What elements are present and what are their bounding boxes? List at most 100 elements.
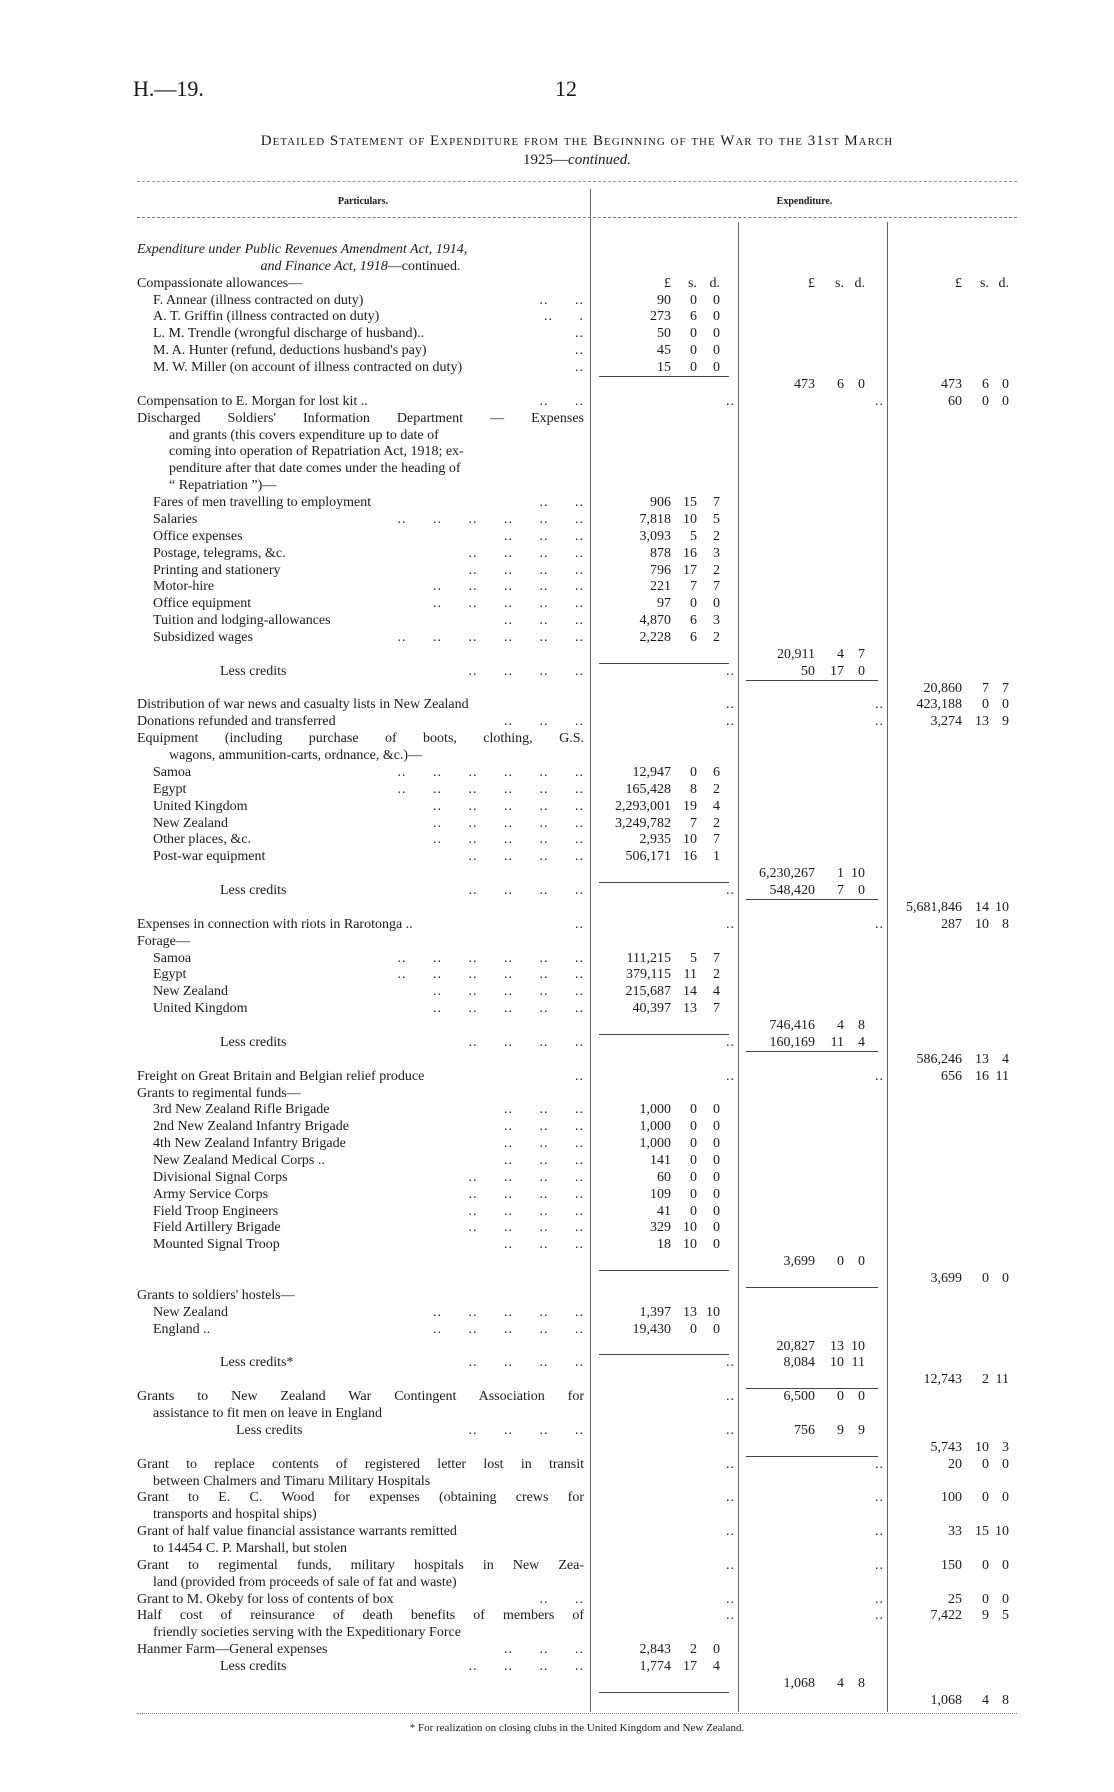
amount-cell-b bbox=[742, 460, 884, 477]
pence: 0 bbox=[713, 1321, 720, 1337]
shillings: 10 bbox=[683, 1220, 697, 1236]
label-text: Hanmer Farm—General expenses bbox=[137, 1642, 328, 1658]
table-row: 1,068 4 8 bbox=[0, 1675, 1114, 1692]
pounds: 1,000 bbox=[639, 1136, 672, 1152]
amount-cell-b bbox=[742, 1270, 884, 1287]
amount-cell-b: .. bbox=[742, 1591, 884, 1608]
leader-dots: .. .. .. .. .. bbox=[433, 832, 584, 848]
table-row: Egypt .. .. .. .. .. .. 165,428 8 2 bbox=[0, 781, 1114, 798]
page-number: 12 bbox=[555, 76, 577, 101]
pounds: 6,230,267 bbox=[759, 866, 815, 882]
pence: 3 bbox=[1002, 1439, 1009, 1455]
pounds: 150 bbox=[941, 1557, 962, 1573]
nil-dots: .. bbox=[726, 1034, 735, 1050]
pence: 4 bbox=[713, 798, 720, 814]
leader-dots: .. .. .. .. .. bbox=[433, 1304, 584, 1320]
label-text: Grants to regimental funds— bbox=[137, 1085, 301, 1101]
label-text: M. A. Hunter (refund, deductions husband… bbox=[153, 343, 427, 359]
leader-dots: .. .. .. .. bbox=[468, 1186, 584, 1202]
amount-cell-c bbox=[891, 663, 1021, 680]
amount-cell-c: 5,681,846 14 10 bbox=[891, 899, 1021, 916]
row-label: Grants to regimental funds— bbox=[137, 1085, 584, 1102]
amount-cell-b: 50 17 0 bbox=[742, 663, 884, 680]
row-label: Compassionate allowances— bbox=[137, 275, 584, 292]
pounds: 473 bbox=[941, 376, 962, 392]
amount-cell-c bbox=[891, 950, 1021, 967]
row-label: friendly societies serving with the Expe… bbox=[153, 1624, 584, 1641]
pence: 0 bbox=[858, 1389, 865, 1405]
table-row: coming into operation of Repatriation Ac… bbox=[0, 443, 1114, 460]
row-label: Less credits .. .. .. .. bbox=[220, 1658, 584, 1675]
amount-cell-c bbox=[891, 511, 1021, 528]
amount-cell-c bbox=[891, 1085, 1021, 1102]
table-row: Army Service Corps .. .. .. .. 109 0 0 bbox=[0, 1186, 1114, 1203]
amount-cell-b: 3,699 0 0 bbox=[742, 1253, 884, 1270]
amount-cell-b bbox=[742, 1473, 884, 1490]
amount-cell-c bbox=[891, 1574, 1021, 1591]
amount-cell-c bbox=[891, 1253, 1021, 1270]
leader-dots: .. .. .. .. .. bbox=[433, 1001, 584, 1017]
nil-dots: .. bbox=[726, 697, 735, 713]
amount-cell-c: 7,422 9 5 bbox=[891, 1607, 1021, 1624]
amount-cell-b bbox=[742, 1101, 884, 1118]
nil-dots: .. bbox=[726, 1608, 735, 1624]
shillings: 10 bbox=[830, 1355, 844, 1371]
shillings: 1 bbox=[837, 866, 844, 882]
row-label: 2nd New Zealand Infantry Brigade .. .. .. bbox=[153, 1118, 584, 1135]
amount-cell-b: .. bbox=[742, 696, 884, 713]
label-text: Grant to E. C. Wood for expenses (obtain… bbox=[137, 1490, 584, 1506]
label-text: wagons, ammunition-carts, ordnance, &c.)… bbox=[169, 748, 423, 764]
amount-cell-a: £ s. d. bbox=[595, 275, 735, 292]
amount-cell-b bbox=[742, 477, 884, 494]
amount-cell-a: 45 0 0 bbox=[595, 342, 735, 359]
nil-dots: .. bbox=[875, 1490, 884, 1506]
nil-dots: .. bbox=[726, 1490, 735, 1506]
nil-dots: .. bbox=[875, 1591, 884, 1607]
shillings: 8 bbox=[690, 781, 697, 797]
shillings: 0 bbox=[982, 393, 989, 409]
table-row: New Zealand Medical Corps .. .. .. .. 141 0… bbox=[0, 1152, 1114, 1169]
amount-cell-c bbox=[891, 798, 1021, 815]
amount-cell-c bbox=[891, 443, 1021, 460]
amount-cell-c bbox=[891, 1304, 1021, 1321]
amount-cell-b bbox=[742, 1321, 884, 1338]
amount-cell-b bbox=[742, 1286, 884, 1304]
row-label: Printing and stationery .. .. .. .. bbox=[153, 562, 584, 579]
pence: 0 bbox=[1002, 1490, 1009, 1506]
pence: 2 bbox=[713, 562, 720, 578]
pence: 10 bbox=[995, 899, 1009, 915]
pence: 0 bbox=[1002, 393, 1009, 409]
table-row: Grant to regimental funds, military hosp… bbox=[0, 1557, 1114, 1574]
shillings: 16 bbox=[683, 545, 697, 561]
amount-cell-c bbox=[891, 1624, 1021, 1641]
table-row: A. T. Griffin (illness contracted on dut… bbox=[0, 308, 1114, 325]
amount-cell-b: .. bbox=[742, 1489, 884, 1506]
amount-cell-b bbox=[742, 950, 884, 967]
pounds: 5,681,846 bbox=[906, 899, 962, 915]
leader-dots: .. .. .. .. bbox=[468, 1659, 584, 1675]
amount-cell-a: 19,430 0 0 bbox=[595, 1321, 735, 1338]
label-text: Tuition and lodging-allowances bbox=[153, 613, 331, 629]
amount-cell-c bbox=[891, 781, 1021, 798]
shillings: 11 bbox=[830, 1034, 844, 1050]
currency-head: d. bbox=[998, 275, 1010, 291]
subtotal-rule bbox=[599, 1270, 729, 1272]
amount-cell-b bbox=[742, 848, 884, 865]
amount-cell-c bbox=[891, 1118, 1021, 1135]
subtotal-rule bbox=[746, 1388, 878, 1390]
shillings: 0 bbox=[982, 1490, 989, 1506]
statement-title-line2: 1925—continued. bbox=[137, 152, 1017, 169]
label-text: 3rd New Zealand Rifle Brigade bbox=[153, 1102, 330, 1118]
shillings: 5 bbox=[690, 950, 697, 966]
pounds: 20,860 bbox=[923, 680, 963, 696]
table-row: 5,681,846 14 10 bbox=[0, 898, 1114, 916]
label-text: Postage, telegrams, &c. bbox=[153, 545, 286, 561]
amount-cell-b: .. bbox=[742, 1068, 884, 1085]
shillings: 0 bbox=[690, 1186, 697, 1202]
pence: 4 bbox=[1002, 1051, 1009, 1067]
amount-cell-c bbox=[891, 1000, 1021, 1017]
amount-cell-a bbox=[595, 1270, 735, 1287]
nil-dots: .. bbox=[726, 1389, 735, 1405]
pounds: 90 bbox=[657, 292, 671, 308]
amount-cell-a: 906 15 7 bbox=[595, 494, 735, 511]
